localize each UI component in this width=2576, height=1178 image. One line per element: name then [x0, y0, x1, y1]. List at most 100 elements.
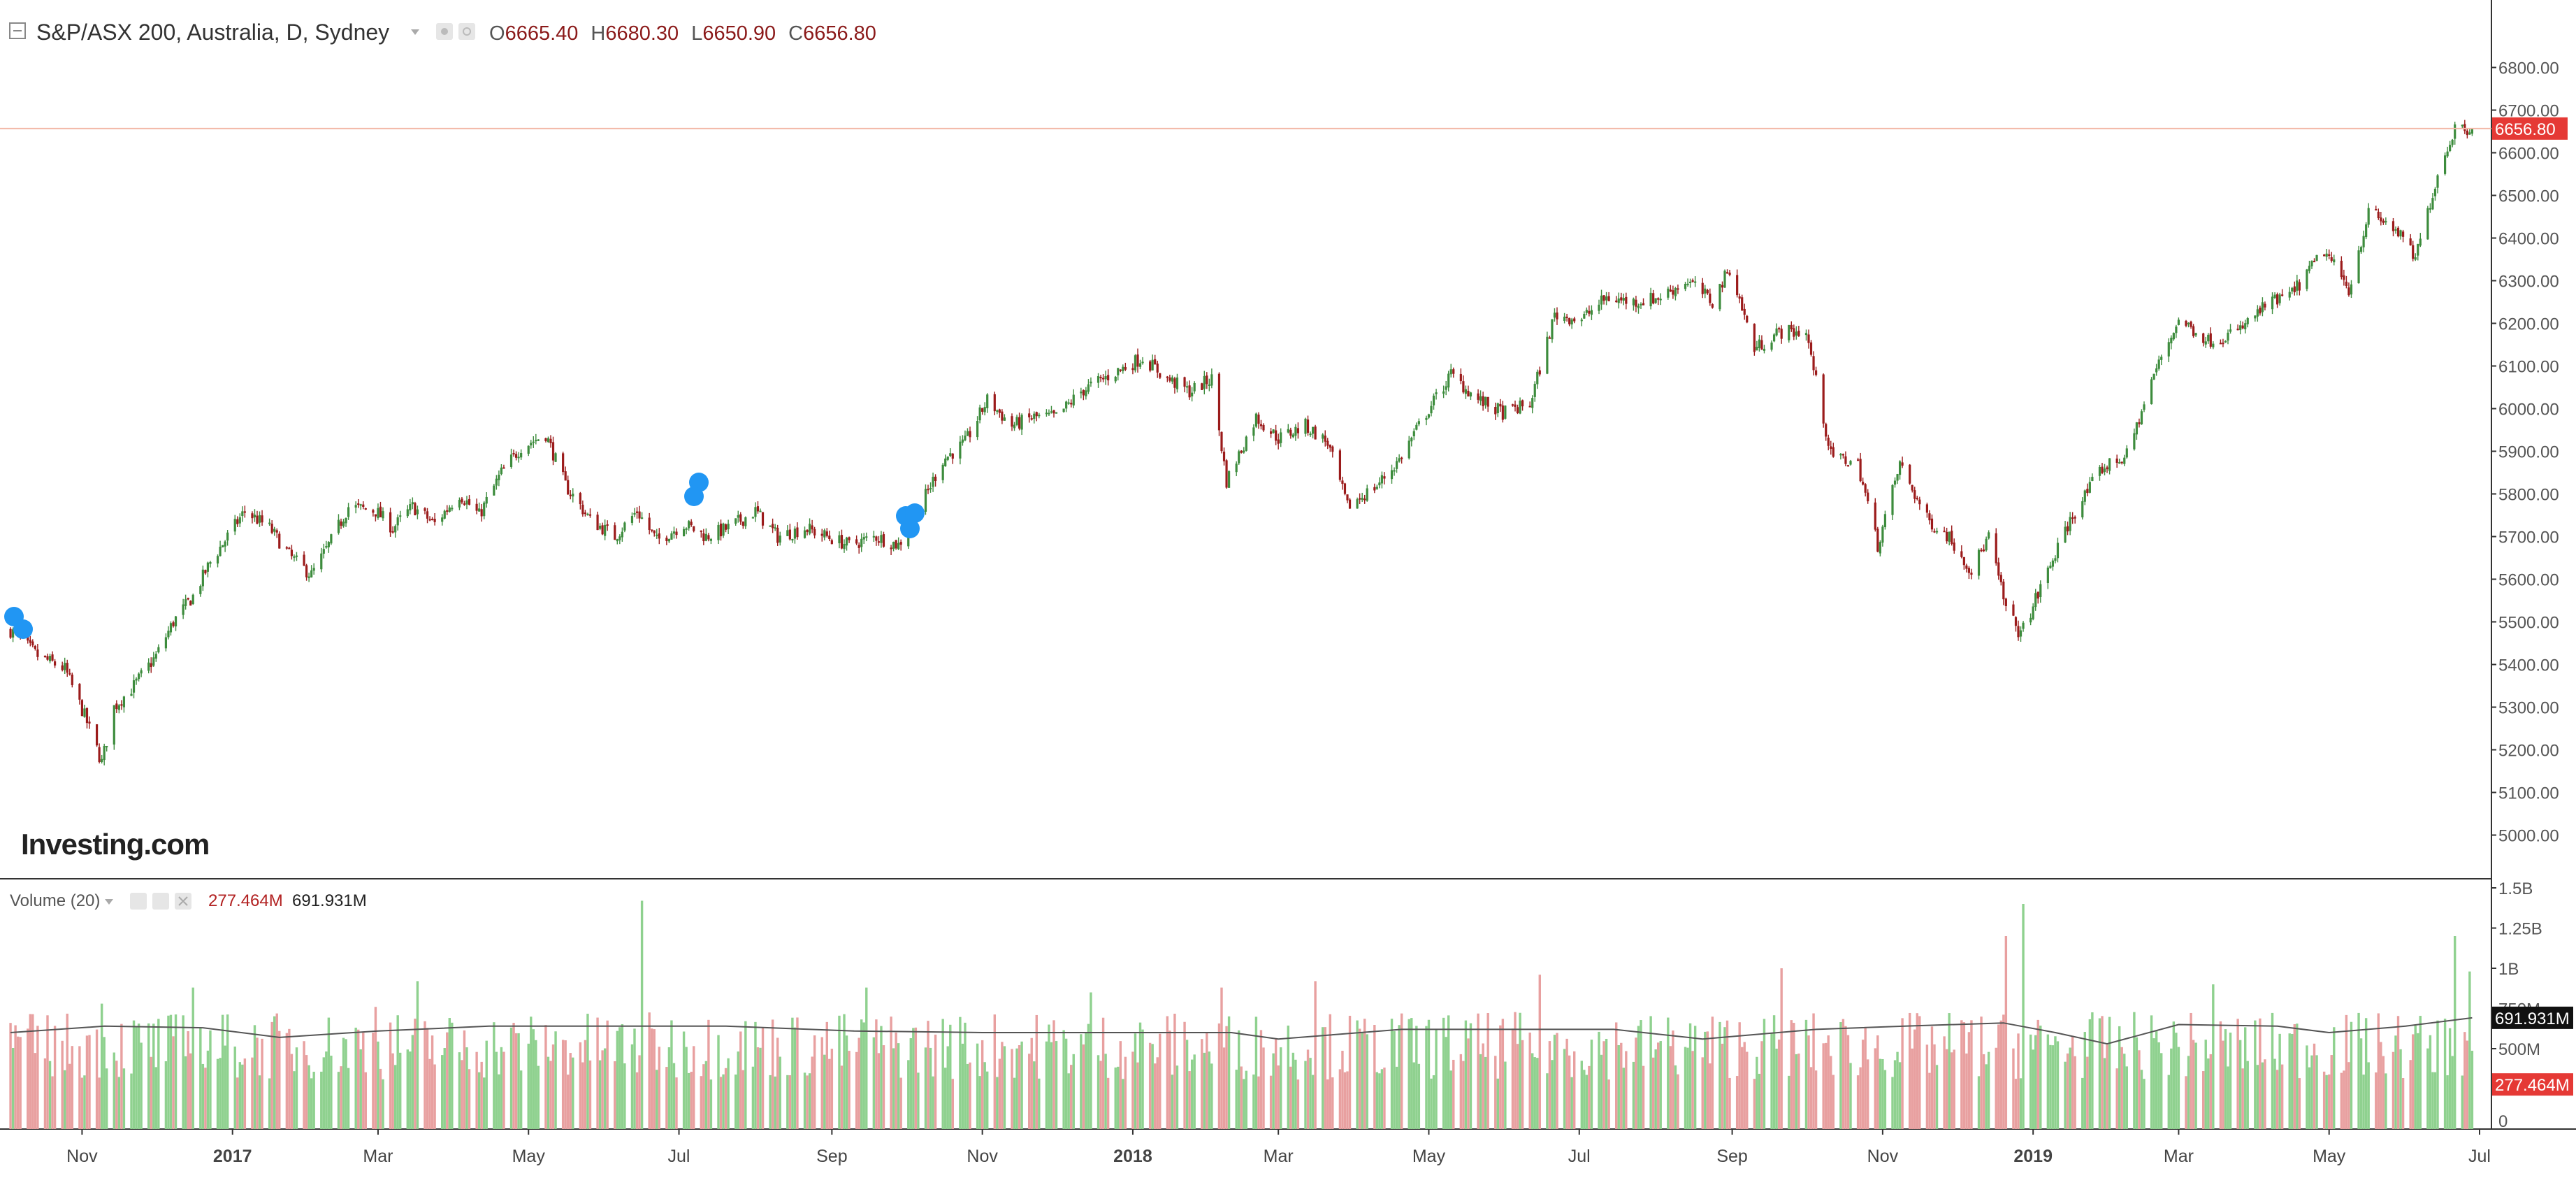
volume-bar [2394, 1035, 2397, 1129]
candle-body [941, 464, 944, 480]
volume-bar [337, 1072, 340, 1129]
candle-body [1101, 378, 1105, 380]
volume-bar [618, 1027, 621, 1129]
symbol-dropdown-icon[interactable] [411, 29, 419, 35]
candle-body [845, 537, 848, 546]
candle-body [1846, 465, 1850, 467]
volume-bar [1348, 1015, 1352, 1129]
volume-bar [803, 1072, 806, 1129]
volume-bar [514, 1033, 518, 1129]
volume-bar [2433, 1072, 2437, 1129]
candle-body [113, 705, 115, 745]
candle-body [1099, 377, 1102, 379]
volume-bar [1203, 1052, 1206, 1129]
candle-body [1235, 464, 1238, 473]
volume-bar [443, 1048, 446, 1129]
volume-bar [1830, 1056, 1832, 1129]
volume-settings-icon[interactable] [152, 893, 169, 910]
event-marker[interactable] [684, 487, 704, 506]
candle-body [2157, 359, 2160, 369]
candle-body [2313, 261, 2316, 263]
candle-body [1898, 461, 1902, 475]
volume-bar [1693, 1026, 1697, 1129]
volume-bar [1844, 1026, 1847, 1129]
candle-body [2278, 294, 2281, 303]
candle-body [115, 703, 118, 710]
volume-bar [586, 1014, 589, 1129]
candle-body [702, 533, 705, 542]
candle-body [140, 670, 143, 674]
volume-bar [1916, 1013, 1918, 1129]
settings-icon[interactable] [458, 23, 475, 40]
volume-bar [630, 1044, 634, 1129]
volume-bar [1030, 1037, 1033, 1129]
candle-body [1119, 369, 1122, 371]
candle-body [46, 656, 49, 660]
candle-body [2417, 243, 2419, 256]
volume-bar [46, 1015, 49, 1129]
volume-bar [1706, 1031, 1709, 1129]
volume-bar [1183, 1021, 1186, 1129]
volume-bar [2333, 1027, 2336, 1129]
volume-bar [1501, 1019, 1505, 1129]
candle-body [2394, 229, 2397, 231]
candle-body [2017, 626, 2020, 638]
volume-bar [364, 1072, 367, 1129]
volume-bar [2306, 1045, 2308, 1129]
volume-bar [517, 1033, 520, 1129]
candle-body [544, 438, 547, 441]
volume-bar [959, 1017, 962, 1129]
candle-body [1556, 313, 1558, 319]
candle-body [648, 517, 651, 530]
volume-bar [184, 1056, 187, 1129]
candle-body [1538, 370, 1541, 375]
candle-body [216, 556, 219, 563]
volume-dropdown-icon[interactable] [105, 899, 113, 905]
volume-bar [88, 1035, 91, 1129]
candle-body [1015, 417, 1018, 425]
volume-bar [1193, 1054, 1196, 1129]
candle-body [993, 394, 996, 412]
volume-bar [998, 1058, 1001, 1129]
candle-body [275, 530, 278, 533]
candle-body [233, 519, 236, 532]
candle-body [172, 622, 175, 626]
volume-bar [579, 1042, 582, 1129]
volume-bar [2051, 1045, 2055, 1129]
volume-bar [1585, 1075, 1589, 1129]
candle-body [2133, 433, 2136, 450]
volume-bar [1620, 1042, 1623, 1129]
volume-bar [1156, 1057, 1159, 1129]
volume-bar [2377, 1013, 2380, 1129]
volume-bar [293, 1071, 296, 1129]
candle-body [468, 498, 471, 505]
collapse-icon[interactable] [9, 22, 26, 39]
candle-body [791, 539, 794, 541]
volume-bar [1995, 1047, 1997, 1129]
volume-bar [226, 1014, 229, 1129]
candle-body [1294, 426, 1297, 436]
ohlc-open-value: 6665.40 [505, 22, 579, 45]
candle-body [85, 707, 89, 724]
candle-body [1620, 297, 1623, 301]
volume-bar [1709, 1063, 1712, 1129]
candle-body [2315, 254, 2318, 261]
candle-body [1901, 462, 1904, 466]
candle-body [774, 527, 776, 529]
volume-bar [1795, 1054, 1798, 1129]
volume-bar [1395, 1066, 1398, 1129]
volume-bar [224, 1045, 226, 1129]
volume-bar [485, 1040, 488, 1129]
event-marker[interactable] [13, 619, 33, 639]
candle-body [1804, 333, 1808, 336]
candle-body [1893, 480, 1897, 485]
candle-body [1045, 412, 1048, 415]
candle-body [1691, 280, 1694, 282]
volume-bar [1324, 1027, 1326, 1129]
event-marker[interactable] [905, 503, 925, 523]
volume-eye-icon[interactable] [130, 893, 147, 910]
event-marker[interactable] [900, 519, 920, 538]
volume-bar [1240, 1066, 1243, 1129]
volume-bar [779, 1056, 781, 1129]
